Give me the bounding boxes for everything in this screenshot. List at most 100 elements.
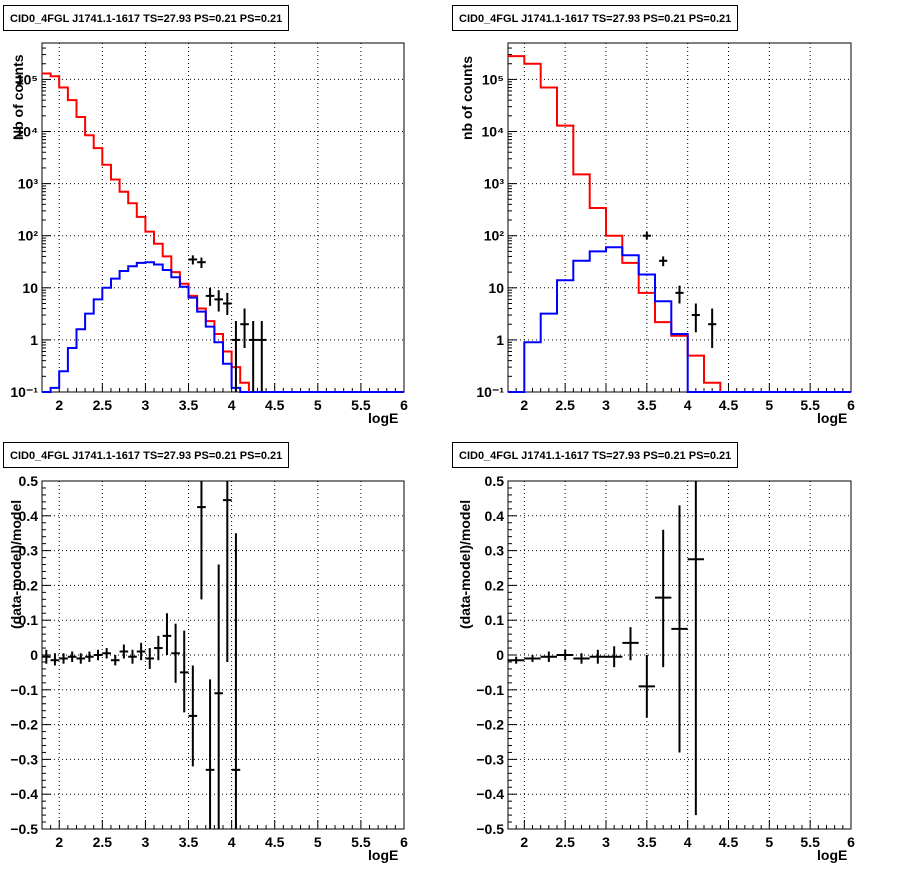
y-axis-label: (data-model)/model — [457, 499, 473, 629]
y-tick-label: −0.4 — [10, 786, 38, 802]
x-tick-label: 3.5 — [637, 834, 657, 850]
plot-top-right: 2 2.5 3 3.5 4 4.5 5 5.5 6 10⁻¹ 1 10 10² 10³ 10⁴ 10⁵ — [476, 42, 855, 413]
y-tick-label: 10² — [484, 228, 505, 244]
x-tick-label: 2 — [520, 397, 528, 413]
data-point — [50, 653, 60, 666]
y-tick-label: 10 — [22, 280, 38, 296]
x-tick-label: 3.5 — [179, 397, 199, 413]
panel-bottom-right: 2 2.5 3 3.5 4 4.5 5 5.5 6 −0.5 −0.4 −0.3 −0.2 −0.1 0 0.… — [449, 437, 898, 874]
y-tick-label: 10⁻¹ — [10, 384, 38, 400]
data-point — [171, 623, 180, 683]
plot-bottom-left: 2 2.5 3 3.5 4 4.5 5 5.5 6 −0.5 −0.4 −0.3 −0.2 −0.1 0 0.… — [10, 473, 408, 850]
y-tick-label: 0.4 — [19, 508, 39, 524]
y-tick-label: 1 — [496, 332, 504, 348]
x-tick-label: 6 — [847, 397, 855, 413]
data-point — [248, 321, 258, 392]
y-tick-label: 1 — [30, 332, 38, 348]
chart-title: CID0_4FGL J1741.1-1617 TS=27.93 PS=0.21 … — [3, 442, 290, 468]
y-tick-label: 0.4 — [485, 508, 505, 524]
plot-bottom-right: 2 2.5 3 3.5 4 4.5 5 5.5 6 −0.5 −0.4 −0.3 −0.2 −0.1 0 0.… — [476, 473, 855, 850]
y-tick-label: 0.1 — [485, 612, 505, 628]
y-tick-label: −0.3 — [10, 751, 38, 767]
y-tick-label: 0 — [30, 647, 38, 663]
data-point — [557, 649, 574, 661]
data-point — [76, 653, 86, 664]
x-tick-label: 5 — [765, 834, 773, 850]
model-source-line — [508, 246, 851, 393]
y-tick-label: 10⁵ — [482, 71, 504, 87]
data-point — [622, 627, 639, 661]
x-tick-label: 5 — [314, 834, 322, 850]
y-tick-label: 10 — [488, 280, 504, 296]
y-tick-label: 0.5 — [485, 473, 505, 489]
model-total-line — [508, 55, 851, 393]
data-point — [145, 648, 155, 669]
data-point — [675, 285, 684, 304]
data-point — [240, 308, 249, 348]
data-point — [214, 290, 223, 312]
data-point — [573, 653, 590, 664]
data-point — [508, 656, 525, 664]
data-point — [205, 679, 215, 829]
x-tick-label: 6 — [400, 834, 408, 850]
x-tick-label: 2 — [55, 397, 63, 413]
x-tick-label: 5.5 — [351, 397, 371, 413]
x-axis-label: logE — [368, 410, 399, 426]
chart-title: CID0_4FGL J1741.1-1617 TS=27.93 PS=0.21 … — [452, 5, 739, 31]
data-point — [540, 651, 557, 662]
y-tick-label: 0.1 — [19, 612, 39, 628]
x-tick-label: 3.5 — [637, 397, 657, 413]
x-tick-label: 4.5 — [719, 397, 739, 413]
data-point — [524, 655, 541, 662]
panel-top-right: 2 2.5 3 3.5 4 4.5 5 5.5 6 10⁻¹ 1 10 10² 10³ 10⁴ 10⁵ CID… — [449, 0, 898, 437]
y-tick-label: 0 — [496, 647, 504, 663]
x-tick-label: 4 — [684, 397, 692, 413]
y-tick-label: −0.1 — [10, 682, 38, 698]
y-tick-label: −0.4 — [476, 786, 504, 802]
data-point — [223, 292, 232, 316]
y-axis-label: (data-model)/model — [8, 499, 24, 629]
y-tick-label: −0.5 — [10, 821, 38, 837]
y-tick-label: −0.1 — [476, 682, 504, 698]
data-point — [197, 257, 206, 268]
y-axis-label: Nb of counts — [10, 54, 26, 140]
data-point — [128, 649, 137, 664]
x-tick-label: 5 — [765, 397, 773, 413]
data-point — [119, 644, 129, 659]
data-point — [93, 649, 103, 661]
x-tick-label: 3 — [142, 834, 150, 850]
data-point — [85, 651, 94, 662]
data-point — [671, 505, 688, 753]
data-point — [154, 635, 163, 661]
y-tick-label: −0.5 — [476, 821, 504, 837]
y-tick-label: −0.2 — [476, 717, 504, 733]
y-tick-label: 0.3 — [19, 543, 39, 559]
data-point — [59, 653, 68, 664]
x-axis-label: logE — [368, 847, 399, 863]
y-tick-label: −0.2 — [10, 717, 38, 733]
data-point — [708, 308, 717, 348]
x-tick-label: 5 — [314, 397, 322, 413]
x-tick-label: 4 — [228, 397, 236, 413]
x-tick-label: 2.5 — [555, 397, 575, 413]
x-tick-label: 2.5 — [555, 834, 575, 850]
x-tick-label: 3 — [602, 397, 610, 413]
x-tick-label: 3 — [142, 397, 150, 413]
data-point — [638, 655, 655, 718]
x-tick-label: 2.5 — [93, 397, 113, 413]
model-source-line — [42, 261, 404, 393]
y-tick-label: 10³ — [484, 176, 505, 192]
x-tick-label: 4 — [228, 834, 236, 850]
plot-frame — [507, 42, 852, 393]
data-point — [197, 481, 206, 600]
data-point — [214, 564, 223, 829]
x-tick-label: 4 — [684, 834, 692, 850]
y-tick-label: 0.2 — [19, 577, 39, 593]
data-point — [642, 231, 651, 240]
data-point — [659, 256, 668, 267]
data-point — [231, 533, 241, 829]
y-tick-label: 10⁴ — [16, 124, 39, 140]
y-axis-label: nb of counts — [459, 56, 475, 140]
x-tick-label: 6 — [847, 834, 855, 850]
data-point — [179, 630, 189, 713]
